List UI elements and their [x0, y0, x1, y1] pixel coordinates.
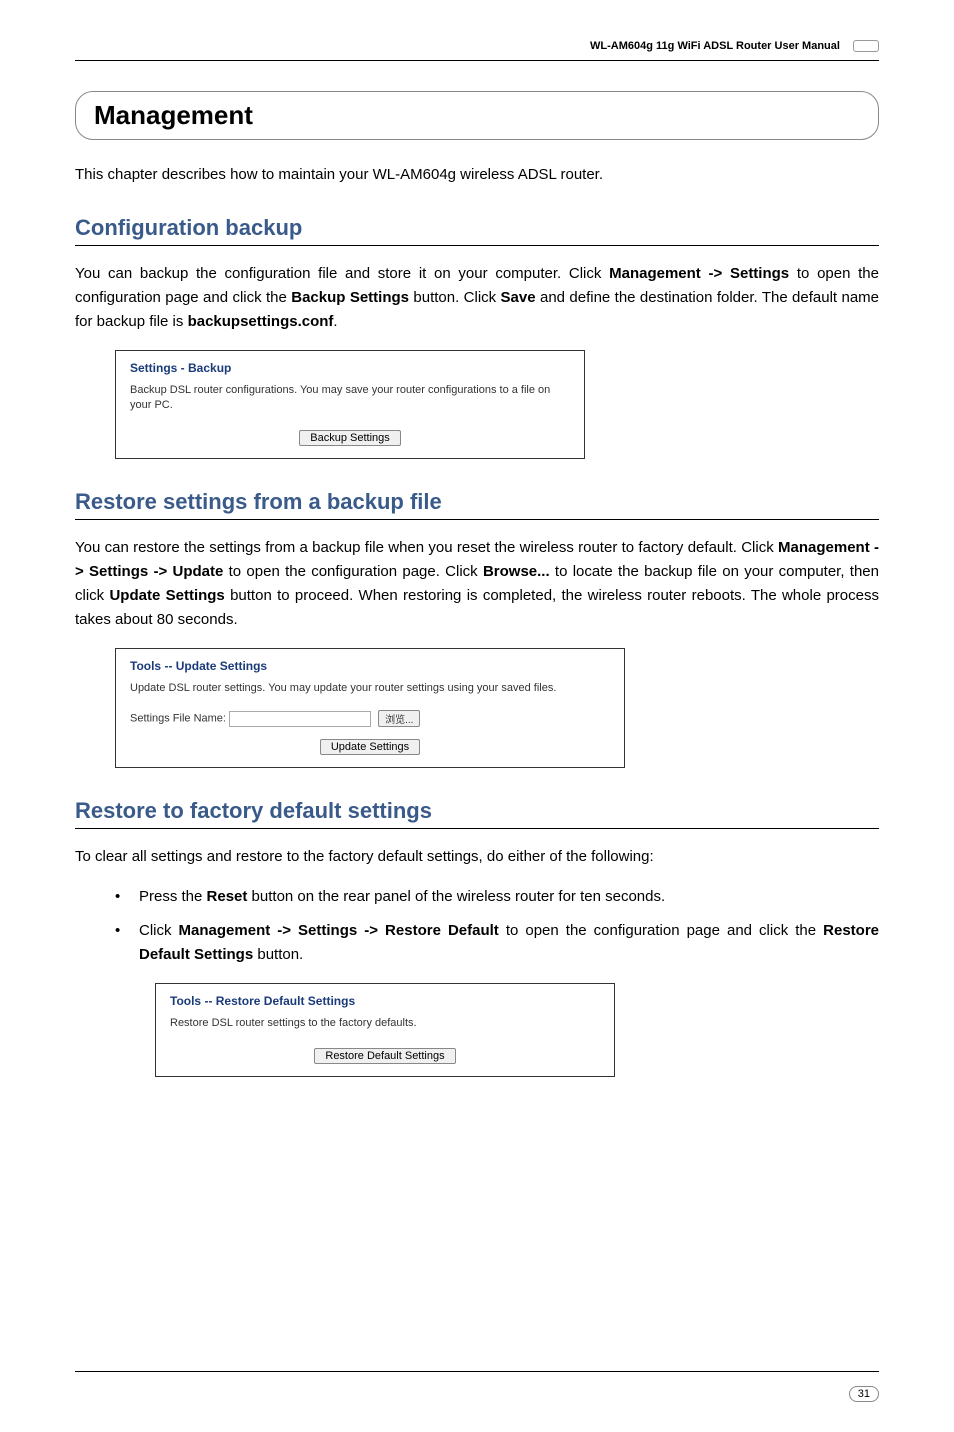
book-icon	[853, 40, 879, 52]
chapter-title: Management	[94, 100, 860, 131]
factory-default-list: Press the Reset button on the rear panel…	[75, 885, 879, 967]
manual-title: WL-AM604g 11g WiFi ADSL Router User Manu…	[590, 40, 840, 52]
page-header: WL-AM604g 11g WiFi ADSL Router User Manu…	[75, 40, 879, 61]
ss-backup-title: Settings - Backup	[130, 361, 570, 375]
ss-update-input-row: Settings File Name: 浏览...	[130, 710, 610, 727]
ss-update-title: Tools -- Update Settings	[130, 659, 610, 673]
ss-backup-text: Backup DSL router configurations. You ma…	[130, 383, 570, 414]
restore-default-button: Restore Default Settings	[314, 1048, 455, 1064]
section-config-backup-title: Configuration backup	[75, 215, 879, 246]
screenshot-restore-default: Tools -- Restore Default Settings Restor…	[155, 983, 615, 1076]
bullet-reset: Press the Reset button on the rear panel…	[115, 885, 879, 909]
chapter-intro: This chapter describes how to maintain y…	[75, 164, 879, 185]
page-number: 31	[849, 1386, 879, 1402]
page-footer: 31	[75, 1371, 879, 1402]
section2-paragraph: You can restore the settings from a back…	[75, 536, 879, 632]
ss-update-text: Update DSL router settings. You may upda…	[130, 681, 610, 696]
browse-button: 浏览...	[378, 710, 420, 727]
chapter-title-box: Management	[75, 91, 879, 140]
update-settings-button: Update Settings	[320, 739, 420, 755]
ss-restore-text: Restore DSL router settings to the facto…	[170, 1016, 600, 1031]
settings-file-label: Settings File Name:	[130, 713, 226, 725]
section3-paragraph: To clear all settings and restore to the…	[75, 845, 879, 869]
section1-paragraph: You can backup the configuration file an…	[75, 262, 879, 334]
screenshot-backup: Settings - Backup Backup DSL router conf…	[115, 350, 585, 459]
section-restore-backup-title: Restore settings from a backup file	[75, 489, 879, 520]
backup-settings-button: Backup Settings	[299, 430, 401, 446]
settings-file-input	[229, 711, 371, 727]
bullet-management: Click Management -> Settings -> Restore …	[115, 919, 879, 967]
ss-restore-title: Tools -- Restore Default Settings	[170, 994, 600, 1008]
section-factory-default-title: Restore to factory default settings	[75, 798, 879, 829]
screenshot-update: Tools -- Update Settings Update DSL rout…	[115, 648, 625, 768]
